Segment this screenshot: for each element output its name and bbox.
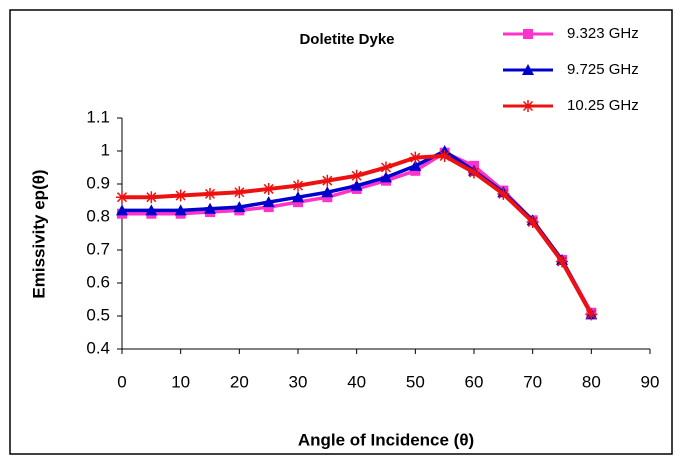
y-tick-label: 1	[101, 140, 110, 159]
chart-title: Doletite Dyke	[299, 31, 394, 48]
marker-triangle	[409, 159, 422, 171]
y-tick-label: 0.8	[86, 206, 110, 225]
y-tick-label: 0.6	[86, 272, 110, 291]
marker-triangle	[174, 204, 187, 216]
x-tick-label: 30	[289, 372, 308, 391]
x-tick-label: 70	[523, 372, 542, 391]
x-tick-label: 90	[641, 372, 660, 391]
marker-triangle	[233, 201, 246, 213]
y-axis-label: Emissivity ep(θ)	[29, 169, 48, 298]
x-tick-label: 10	[171, 372, 190, 391]
marker-square	[523, 29, 533, 39]
legend-label: 9.725 GHz	[567, 61, 639, 78]
marker-star	[526, 215, 539, 228]
marker-star	[174, 189, 187, 202]
marker-triangle	[350, 179, 363, 191]
marker-star	[233, 186, 246, 199]
marker-star	[350, 169, 363, 182]
x-tick-label: 50	[406, 372, 425, 391]
marker-triangle	[380, 171, 392, 183]
x-tick-label: 60	[465, 372, 484, 391]
marker-star	[556, 255, 568, 268]
marker-triangle	[262, 196, 275, 208]
marker-triangle	[116, 204, 128, 216]
marker-star	[145, 191, 158, 204]
y-tick-label: 1.1	[86, 107, 110, 126]
marker-triangle	[204, 202, 216, 214]
marker-star	[321, 174, 334, 187]
x-axis-label: Angle of Incidence (θ)	[298, 430, 474, 449]
x-tick-label: 0	[117, 372, 126, 391]
marker-star	[204, 187, 216, 200]
marker-star	[116, 191, 128, 204]
marker-star	[438, 149, 451, 162]
marker-triangle	[522, 64, 534, 75]
x-tick-label: 40	[347, 372, 366, 391]
y-tick-label: 0.9	[86, 173, 110, 192]
marker-star	[380, 161, 392, 174]
marker-star	[522, 100, 534, 112]
y-tick-label: 0.4	[86, 338, 110, 357]
legend-label: 9.323 GHz	[567, 25, 639, 42]
marker-star	[262, 182, 275, 195]
y-tick-label: 0.5	[86, 305, 110, 324]
chart-frame	[9, 9, 673, 455]
x-tick-label: 20	[230, 372, 249, 391]
marker-star	[292, 179, 304, 192]
marker-triangle	[145, 204, 158, 216]
y-tick-label: 0.7	[86, 239, 110, 258]
marker-star	[585, 308, 598, 321]
marker-star	[468, 166, 480, 179]
marker-triangle	[321, 186, 334, 198]
x-tick-label: 80	[582, 372, 601, 391]
legend-label: 10.25 GHz	[567, 97, 639, 114]
marker-star	[497, 187, 510, 200]
marker-star	[409, 151, 422, 164]
marker-triangle	[292, 191, 304, 203]
